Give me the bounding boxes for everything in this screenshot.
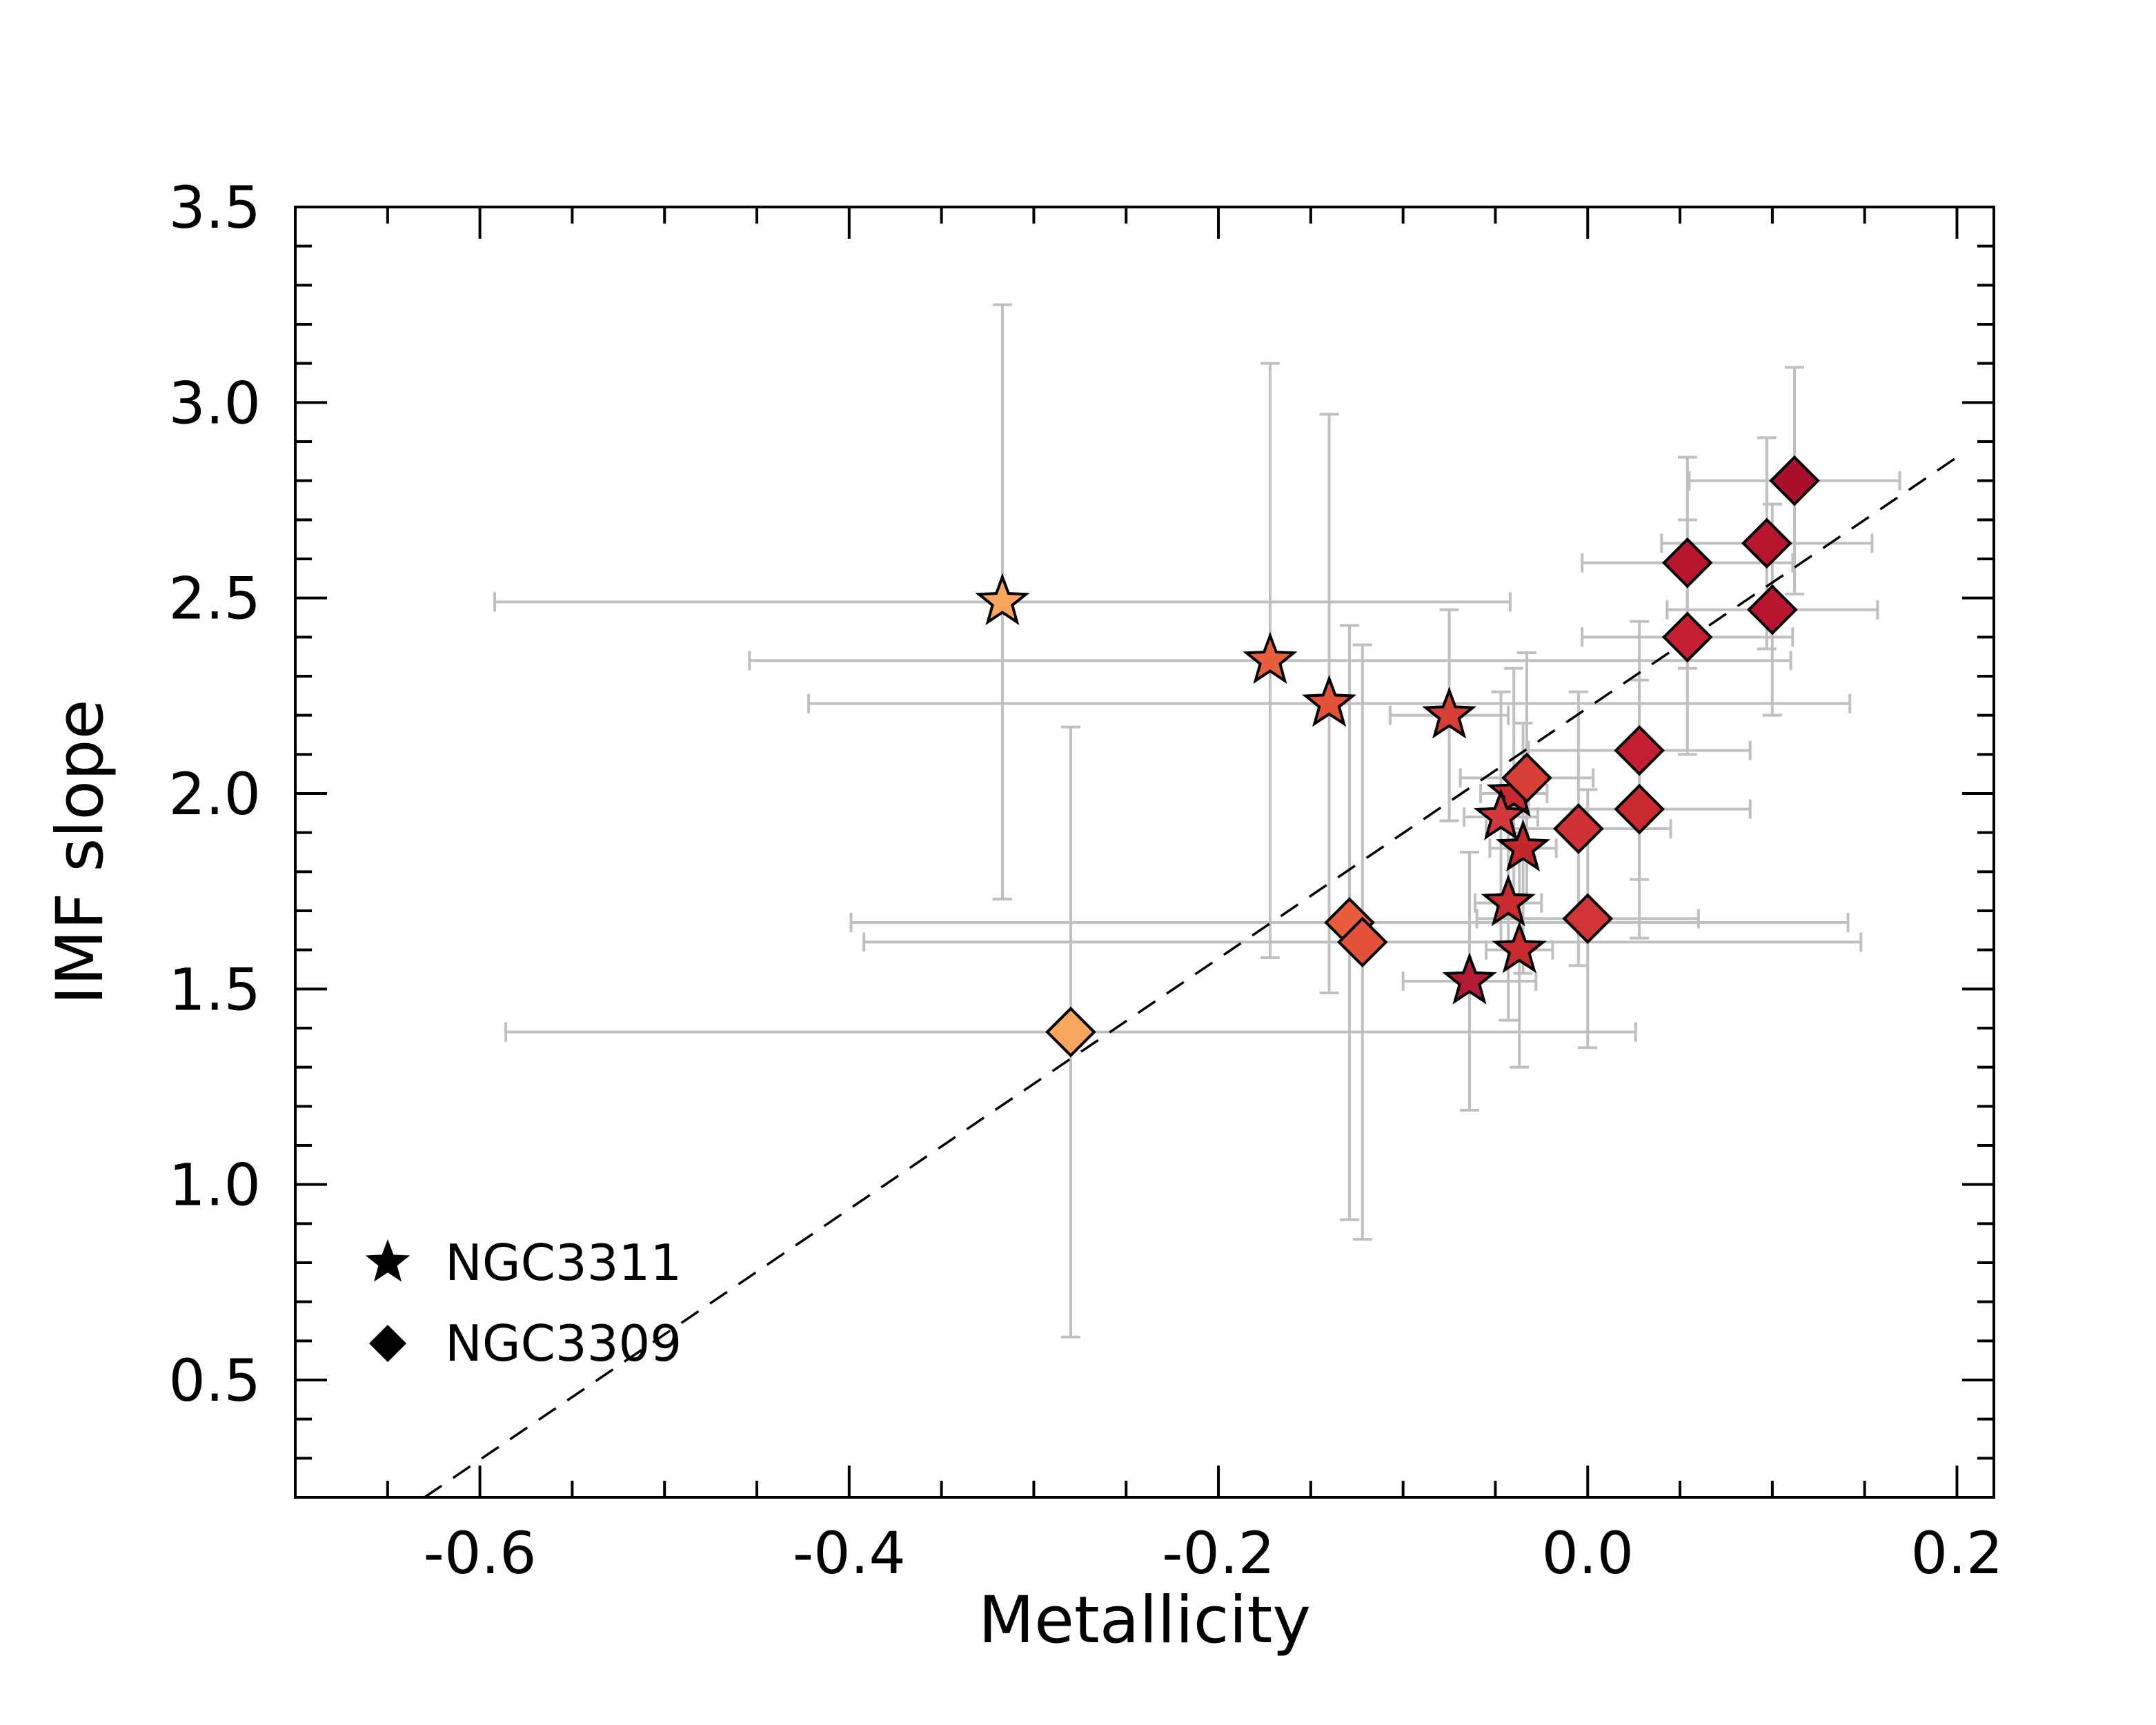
x-tick-label: -0.2 xyxy=(1162,1519,1275,1587)
legend: NGC3311 NGC3309 xyxy=(365,1234,682,1372)
ngc3309-point xyxy=(1741,518,1792,569)
x-tick-label: -0.6 xyxy=(424,1519,537,1587)
y-tick-label: 0.5 xyxy=(168,1347,261,1414)
ngc3311-point xyxy=(1243,631,1298,684)
ngc3309-point xyxy=(1336,916,1388,968)
error-bars xyxy=(493,303,1901,1339)
x-tick-label: -0.4 xyxy=(793,1519,906,1587)
y-tick-label: 3.0 xyxy=(168,369,261,437)
ngc3309-point xyxy=(1614,724,1665,776)
y-tick-label: 3.5 xyxy=(168,174,261,241)
ngc3309-point xyxy=(1553,803,1604,854)
y-axis-label: IMF slope xyxy=(43,700,118,1005)
ngc3309-point xyxy=(1562,893,1614,945)
ngc3309-point xyxy=(1747,584,1798,635)
legend-label-ngc3309: NGC3309 xyxy=(445,1314,682,1372)
legend-label-ngc3311: NGC3311 xyxy=(445,1234,682,1292)
ngc3311-point xyxy=(1492,920,1547,974)
ngc3309-point xyxy=(1501,752,1552,804)
y-tick-label: 1.0 xyxy=(168,1152,261,1219)
legend-diamond-icon xyxy=(369,1325,406,1362)
legend-star-icon xyxy=(365,1239,411,1282)
ngc3311-point xyxy=(1495,819,1551,872)
x-axis-label: Metallicity xyxy=(978,1583,1311,1658)
markers xyxy=(975,455,1820,1058)
y-tick-label: 1.5 xyxy=(168,956,261,1023)
ngc3311-point xyxy=(1442,952,1497,1005)
tick-labels: -0.6 -0.4 -0.2 0.0 0.2 0.5 1.0 1.5 2.0 2.5 3.0 3.5 xyxy=(168,174,2003,1587)
y-tick-label: 2.5 xyxy=(168,565,261,633)
ngc3311-point xyxy=(1473,788,1529,840)
ngc3309-point xyxy=(1614,783,1665,835)
ngc3309-point xyxy=(1661,611,1713,663)
ngc3309-point xyxy=(1045,1006,1096,1058)
ngc3309-point xyxy=(1769,455,1820,506)
ngc3311-point xyxy=(1481,874,1536,927)
y-tick-label: 2.0 xyxy=(168,760,261,828)
ngc3311-point xyxy=(1301,675,1357,727)
plot-frame xyxy=(294,206,1995,1499)
x-tick-label: 0.0 xyxy=(1541,1519,1634,1587)
ngc3311-point xyxy=(975,573,1030,626)
ticks xyxy=(294,206,1994,1499)
x-tick-label: 0.2 xyxy=(1911,1519,2004,1587)
ngc3309-point xyxy=(1661,537,1713,589)
ngc3311-point xyxy=(1421,686,1477,739)
